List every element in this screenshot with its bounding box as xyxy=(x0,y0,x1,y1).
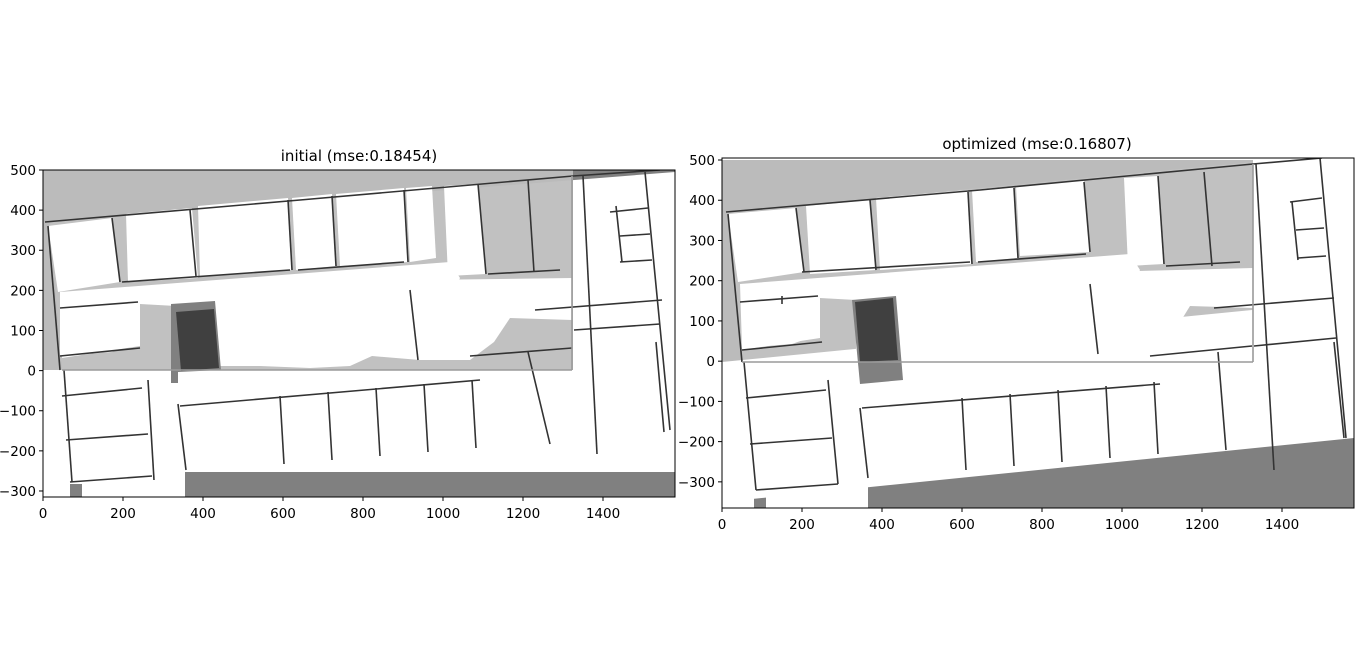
y-tick-label-initial: 100 xyxy=(10,323,36,339)
y-tick-label-initial: 400 xyxy=(10,203,36,219)
axes-frame-initial xyxy=(42,169,676,498)
y-tick-label-optimized: −200 xyxy=(678,435,715,451)
y-tick-label-optimized: 200 xyxy=(689,274,715,290)
x-tick-label-optimized: 1400 xyxy=(1265,517,1299,533)
panel-title-initial: initial (mse:0.18454) xyxy=(281,147,437,165)
x-tick-label-initial: 1400 xyxy=(586,506,620,522)
x-tick-label-optimized: 1200 xyxy=(1185,517,1219,533)
x-tick-label-optimized: 200 xyxy=(789,517,815,533)
y-tick-label-initial: 200 xyxy=(10,283,36,299)
y-tick-label-optimized: 300 xyxy=(689,233,715,249)
x-tick-label-initial: 200 xyxy=(110,506,136,522)
walls-initial xyxy=(44,170,671,483)
map-image-optimized xyxy=(722,158,1354,508)
x-tick-label-initial: 1000 xyxy=(426,506,460,522)
x-tick-label-initial: 600 xyxy=(270,506,296,522)
y-tick-label-initial: 500 xyxy=(10,163,36,179)
y-tick-label-optimized: 500 xyxy=(689,153,715,169)
map-image-initial xyxy=(43,170,675,497)
y-tick-label-optimized: −300 xyxy=(678,475,715,491)
ticks-optimized: 0 200 400 600 800 1000 1200 1400500400300200100… xyxy=(678,153,1299,533)
axes-frame-optimized xyxy=(721,157,1355,509)
y-tick-label-initial: 0 xyxy=(27,364,36,380)
y-tick-label-initial: −300 xyxy=(0,484,36,500)
walls-optimized xyxy=(725,158,1347,491)
ticks-initial: 0 200 400 600 800 1000 1200 1400500400300200100… xyxy=(0,163,620,522)
y-tick-label-optimized: 0 xyxy=(706,354,715,370)
x-tick-label-initial: 400 xyxy=(190,506,216,522)
x-tick-label-optimized: 800 xyxy=(1029,517,1055,533)
y-tick-label-initial: −200 xyxy=(0,444,36,460)
panel-initial: initial (mse:0.18454) xyxy=(0,147,676,522)
x-tick-label-initial: 800 xyxy=(350,506,376,522)
y-tick-label-initial: −100 xyxy=(0,404,36,420)
y-tick-label-optimized: −100 xyxy=(678,394,715,410)
x-tick-label-optimized: 600 xyxy=(949,517,975,533)
x-tick-label-initial: 0 xyxy=(39,506,48,522)
x-tick-label-optimized: 1000 xyxy=(1105,517,1139,533)
y-tick-label-optimized: 100 xyxy=(689,314,715,330)
x-tick-label-optimized: 400 xyxy=(869,517,895,533)
panel-optimized: optimized (mse:0.16807) xyxy=(678,135,1355,533)
panel-title-optimized: optimized (mse:0.16807) xyxy=(942,135,1131,153)
x-tick-label-initial: 1200 xyxy=(506,506,540,522)
y-tick-label-optimized: 400 xyxy=(689,193,715,209)
y-tick-label-initial: 300 xyxy=(10,243,36,259)
x-tick-label-optimized: 0 xyxy=(718,517,727,533)
